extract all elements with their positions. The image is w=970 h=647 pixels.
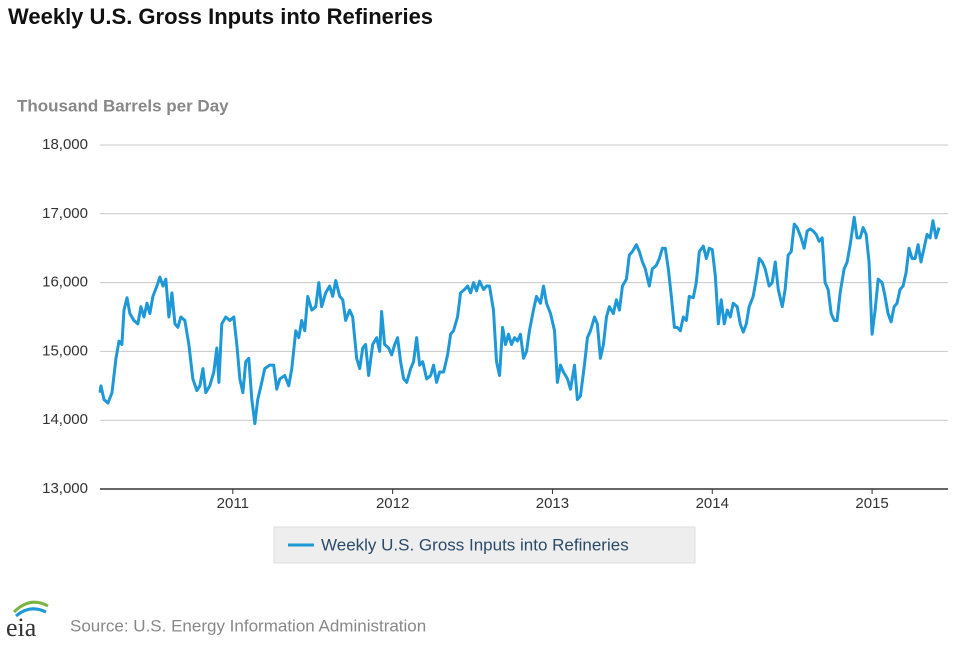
legend-label: Weekly U.S. Gross Inputs into Refineries [321,535,629,554]
x-tick-label: 2011 [217,495,249,512]
chart-title: Weekly U.S. Gross Inputs into Refineries [8,4,433,29]
legend-box [273,526,696,564]
y-tick-label: 15,000 [42,342,88,359]
x-tick-label: 2014 [696,495,729,512]
y-tick-label: 13,000 [42,480,88,497]
x-tick-label: 2012 [376,495,409,512]
x-tick-label: 2015 [855,495,888,512]
y-tick-label: 18,000 [42,136,88,153]
legend: Weekly U.S. Gross Inputs into Refineries [273,526,696,564]
y-tick-label: 17,000 [42,205,88,222]
logo-text: eia [6,613,37,642]
y-axis-label: Thousand Barrels per Day [17,96,229,115]
data-line [98,215,941,426]
y-tick-label: 16,000 [42,274,88,291]
logo-arc [12,600,49,614]
logo-arc [15,607,47,618]
y-tick-label: 14,000 [42,411,88,428]
x-tick-label: 2013 [536,495,569,512]
source-note: Source: U.S. Energy Information Administ… [70,616,426,635]
logo: eia [6,600,49,642]
